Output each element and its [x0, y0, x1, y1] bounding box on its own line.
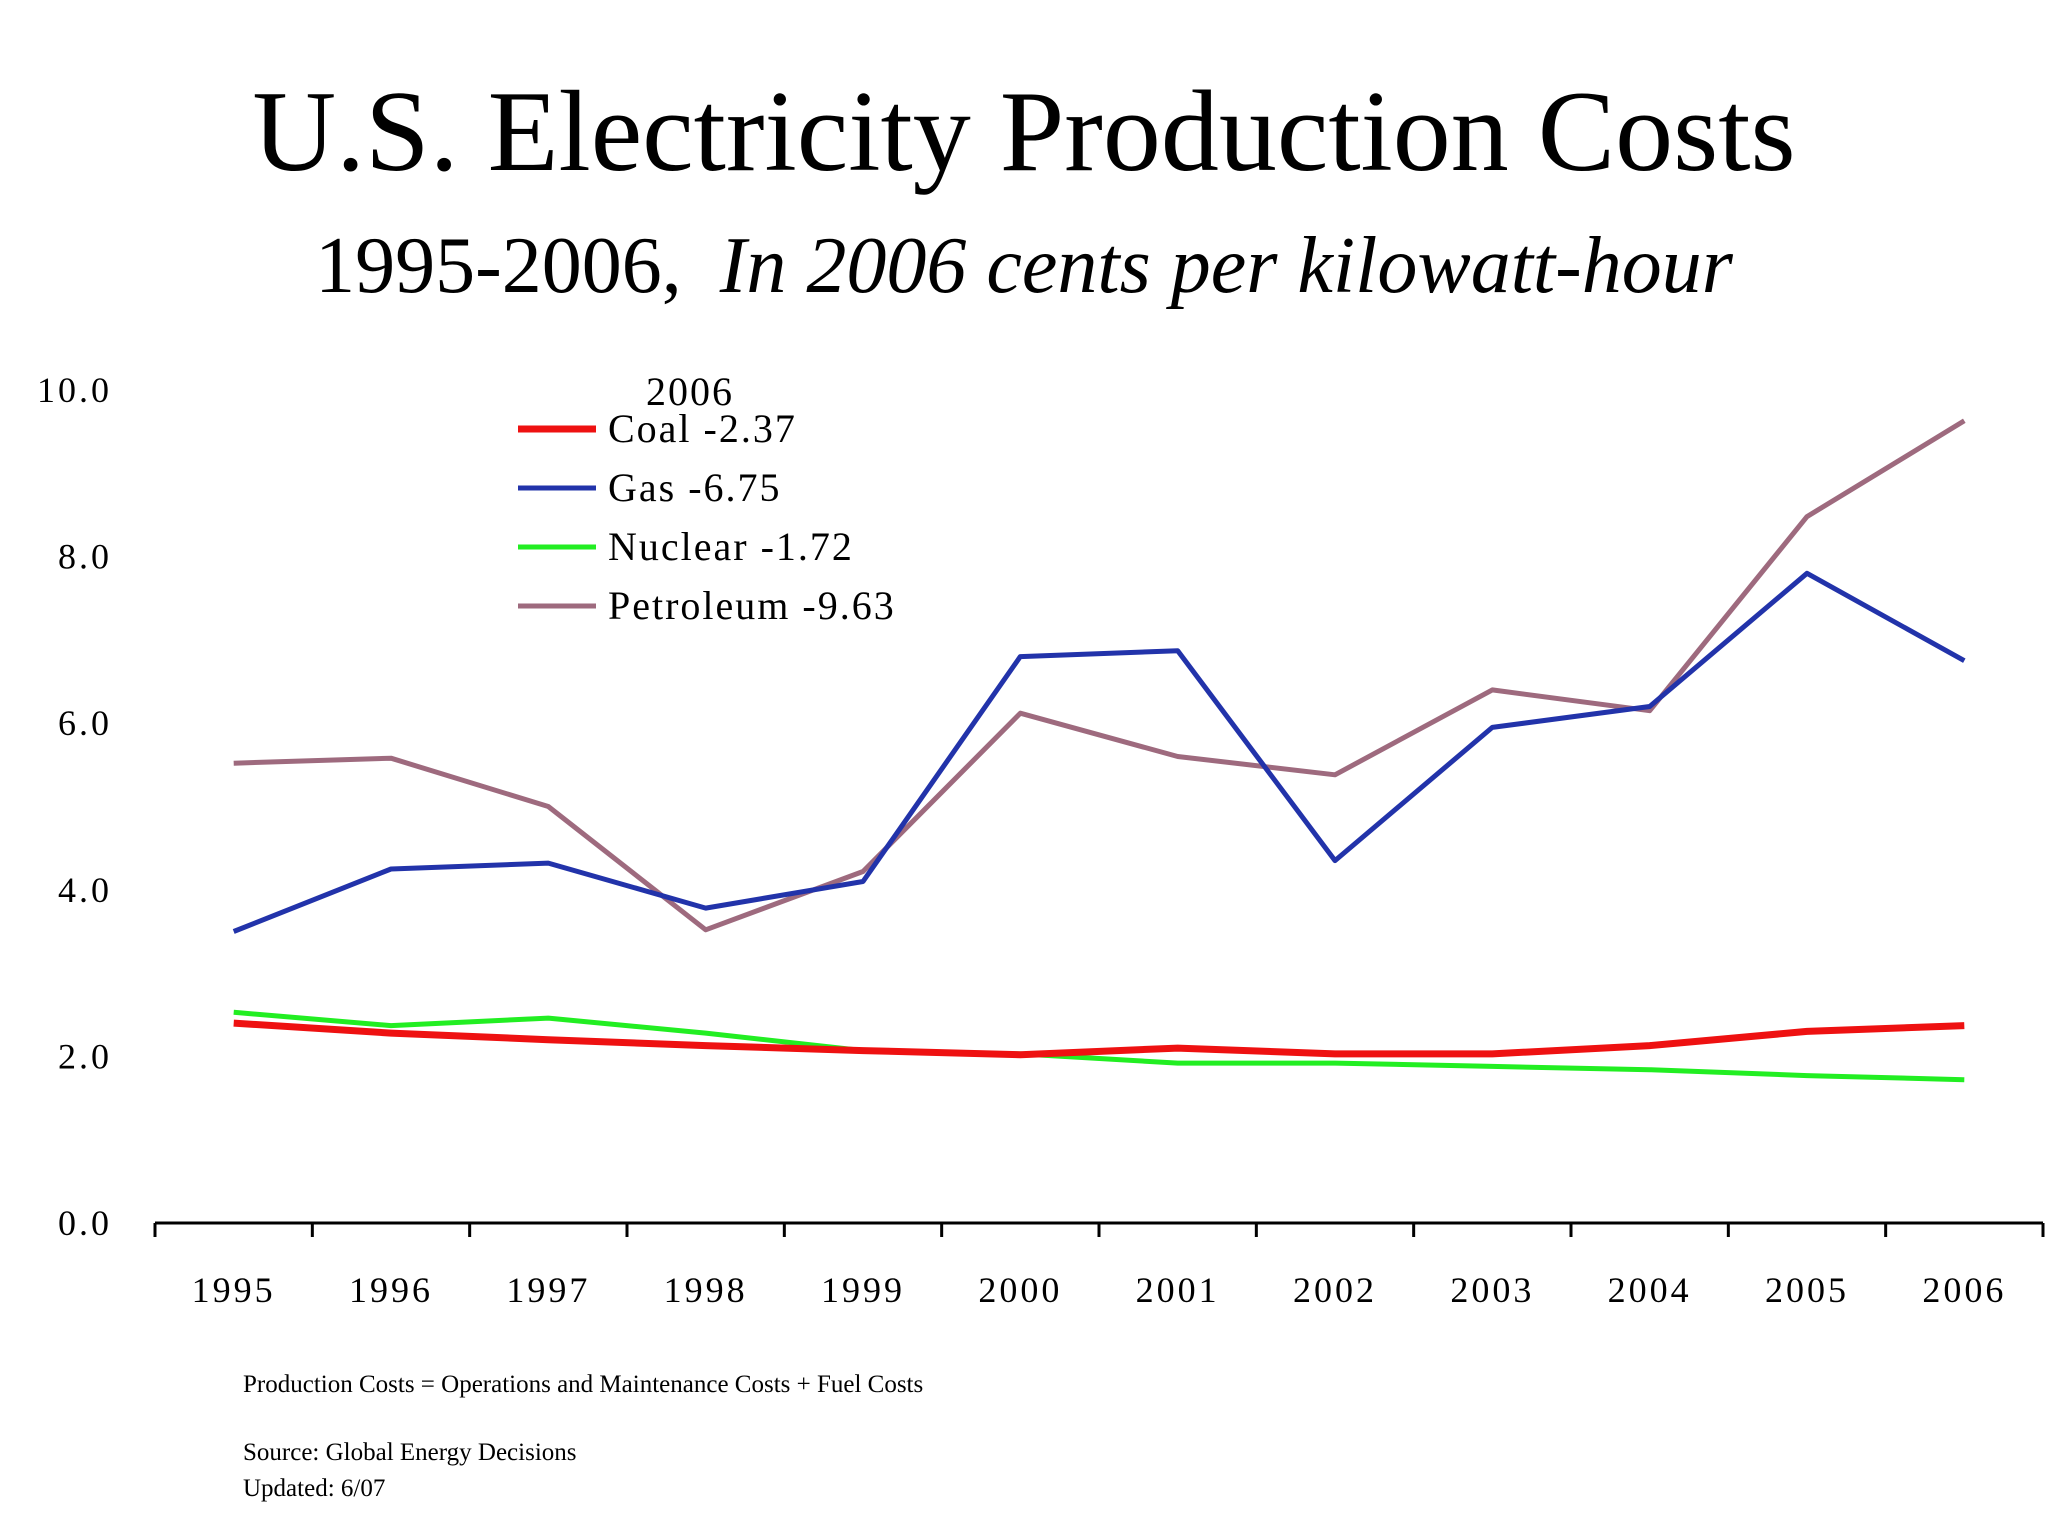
x-tick-label: 1997 — [506, 1270, 590, 1310]
x-tick-label: 1996 — [349, 1270, 433, 1310]
updated-note: Updated: 6/07 — [243, 1475, 385, 1502]
series-line-nuclear — [233, 1009, 1965, 1083]
y-tick-label: 10.0 — [37, 370, 112, 410]
legend-heading: 2006 — [646, 369, 734, 414]
x-tick-label: 2000 — [978, 1270, 1062, 1310]
x-tick-label: 1998 — [664, 1270, 748, 1310]
series-line-gas — [232, 570, 1966, 934]
subtitle-units: In 2006 cents per kilowatt-hour — [719, 222, 1734, 310]
chart-title: U.S. Electricity Production Costs — [252, 68, 1795, 196]
legend-label-coal: Coal -2.37 — [608, 406, 797, 451]
x-tick-label: 2006 — [1922, 1270, 2006, 1310]
subtitle-years: 1995-2006, — [315, 222, 682, 310]
y-tick-label: 0.0 — [58, 1203, 112, 1243]
x-tick-label: 2001 — [1136, 1270, 1220, 1310]
x-tick-label: 2002 — [1293, 1270, 1377, 1310]
y-tick-label: 2.0 — [58, 1036, 112, 1076]
x-tick-label: 2005 — [1765, 1270, 1849, 1310]
series-line-coal — [233, 1019, 1965, 1059]
y-tick-label: 8.0 — [58, 537, 112, 577]
legend-label-petroleum: Petroleum -9.63 — [608, 583, 896, 628]
formula-note: Production Costs = Operations and Mainte… — [243, 1371, 923, 1398]
legend-label-gas: Gas -6.75 — [608, 465, 782, 510]
x-tick-label: 1995 — [192, 1270, 276, 1310]
legend: 2006 Coal -2.37 Gas -6.75 Nuclear -1.72 Pet… — [518, 369, 896, 628]
chart-subtitle: 1995-2006, In 2006 cents per kilowatt-ho… — [315, 222, 1734, 310]
source-note: Source: Global Energy Decisions — [243, 1439, 577, 1466]
series-lines — [232, 418, 1966, 1083]
y-tick-label: 6.0 — [58, 703, 112, 743]
legend-label-nuclear: Nuclear -1.72 — [608, 524, 854, 569]
x-tick-label: 2003 — [1450, 1270, 1534, 1310]
series-line-petroleum — [233, 418, 1966, 933]
y-tick-label: 4.0 — [58, 870, 112, 910]
x-axis: 1995 1996 1997 1998 1999 2000 2001 2002 2003 2004… — [153, 1221, 2045, 1310]
y-axis: 0.0 2.0 4.0 6.0 8.0 10.0 — [37, 370, 112, 1243]
x-tick-label: 1999 — [821, 1270, 905, 1310]
x-tick-label: 2004 — [1608, 1270, 1692, 1310]
